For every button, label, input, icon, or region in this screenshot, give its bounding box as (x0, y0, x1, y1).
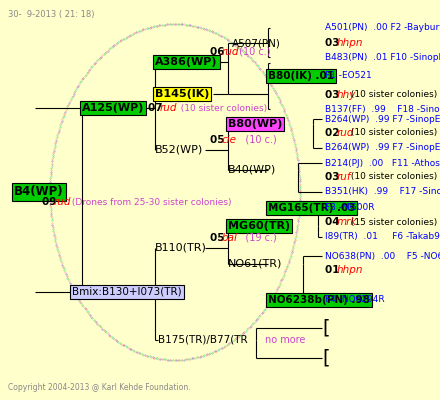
Text: ruf: ruf (337, 172, 351, 182)
Text: B175(TR)/B77(TR: B175(TR)/B77(TR (158, 335, 248, 345)
Text: A386(WP): A386(WP) (155, 57, 217, 67)
Text: B137(FF)  .99    F18 -Sinop62R: B137(FF) .99 F18 -Sinop62R (325, 104, 440, 114)
Text: 30-  9-2013 ( 21: 18): 30- 9-2013 ( 21: 18) (8, 10, 95, 19)
Text: Copyright 2004-2013 @ Karl Kehde Foundation.: Copyright 2004-2013 @ Karl Kehde Foundat… (8, 383, 191, 392)
Text: mrk: mrk (337, 217, 357, 227)
Text: B351(HK)  .99    F17 -Sinop62R: B351(HK) .99 F17 -Sinop62R (325, 188, 440, 196)
Text: (10 sister colonies): (10 sister colonies) (348, 128, 438, 138)
Text: 04: 04 (325, 217, 343, 227)
Text: B214(PJ)  .00   F11 -AthosSt80R: B214(PJ) .00 F11 -AthosSt80R (325, 158, 440, 168)
Text: 03: 03 (325, 38, 343, 48)
Text: B4(WP): B4(WP) (14, 186, 64, 198)
Text: (10 sister colonies): (10 sister colonies) (175, 104, 267, 112)
Text: B80(WP): B80(WP) (228, 119, 282, 129)
Text: NO61(TR): NO61(TR) (228, 259, 282, 269)
Text: rud: rud (54, 197, 71, 207)
Text: 06: 06 (210, 47, 228, 57)
Text: 01: 01 (325, 265, 343, 275)
Text: A507(PN): A507(PN) (232, 38, 281, 48)
Text: A125(WP): A125(WP) (82, 103, 144, 113)
Text: 03: 03 (325, 90, 343, 100)
Text: B40(WP): B40(WP) (228, 165, 276, 175)
Text: A501(PN)  .00 F2 -Bayburt98-3R: A501(PN) .00 F2 -Bayburt98-3R (325, 24, 440, 32)
Text: (19 c.): (19 c.) (236, 233, 277, 243)
Text: cie: cie (222, 135, 237, 145)
Text: B483(PN)  .01 F10 -SinopEgg86R: B483(PN) .01 F10 -SinopEgg86R (325, 52, 440, 62)
Text: (10 c.): (10 c.) (236, 135, 277, 145)
Text: B264(WP)  .99 F7 -SinopEgg86R: B264(WP) .99 F7 -SinopEgg86R (325, 144, 440, 152)
Text: (10 c.): (10 c.) (236, 47, 271, 57)
Text: rud: rud (222, 47, 239, 57)
Text: B52(WP): B52(WP) (155, 145, 203, 155)
Text: B264(WP)  .99 F7 -SinopEgg86R: B264(WP) .99 F7 -SinopEgg86R (325, 114, 440, 124)
Text: MG60(TR): MG60(TR) (228, 221, 290, 231)
Text: [: [ (322, 348, 330, 368)
Text: F1 -EO521: F1 -EO521 (325, 72, 372, 80)
Text: (10 sister colonies): (10 sister colonies) (348, 90, 438, 100)
Text: MG165(TR) .03: MG165(TR) .03 (268, 203, 356, 213)
Text: hhpn: hhpn (337, 265, 363, 275)
Text: B145(IK): B145(IK) (155, 89, 209, 99)
Text: bal: bal (222, 233, 238, 243)
Text: B110(TR): B110(TR) (155, 243, 207, 253)
Text: F4 -NO6294R: F4 -NO6294R (325, 296, 385, 304)
Text: NO6238b(PN) .98: NO6238b(PN) .98 (268, 295, 370, 305)
Text: Bmix:B130+I073(TR): Bmix:B130+I073(TR) (72, 287, 182, 297)
Text: 05: 05 (210, 233, 228, 243)
Text: (15 sister colonies): (15 sister colonies) (348, 218, 438, 226)
Text: (Drones from 25-30 sister colonies): (Drones from 25-30 sister colonies) (69, 198, 231, 206)
Text: hhpn: hhpn (337, 38, 363, 48)
Text: 05: 05 (210, 135, 228, 145)
Text: B80(IK) .01: B80(IK) .01 (268, 71, 334, 81)
Text: [: [ (322, 318, 330, 338)
Text: 09: 09 (42, 197, 60, 207)
Text: 02: 02 (325, 128, 343, 138)
Text: I89(TR)  .01     F6 -Takab93aR: I89(TR) .01 F6 -Takab93aR (325, 232, 440, 242)
Text: NO638(PN)  .00    F5 -NO6294R: NO638(PN) .00 F5 -NO6294R (325, 252, 440, 260)
Text: 07: 07 (148, 103, 166, 113)
Text: rud: rud (160, 103, 177, 113)
Text: no more: no more (265, 335, 305, 345)
Text: hhy: hhy (337, 90, 356, 100)
Text: rud: rud (337, 128, 354, 138)
Text: F3 -MG00R: F3 -MG00R (325, 204, 374, 212)
Text: (10 sister colonies): (10 sister colonies) (348, 172, 438, 182)
Text: 03: 03 (325, 172, 343, 182)
